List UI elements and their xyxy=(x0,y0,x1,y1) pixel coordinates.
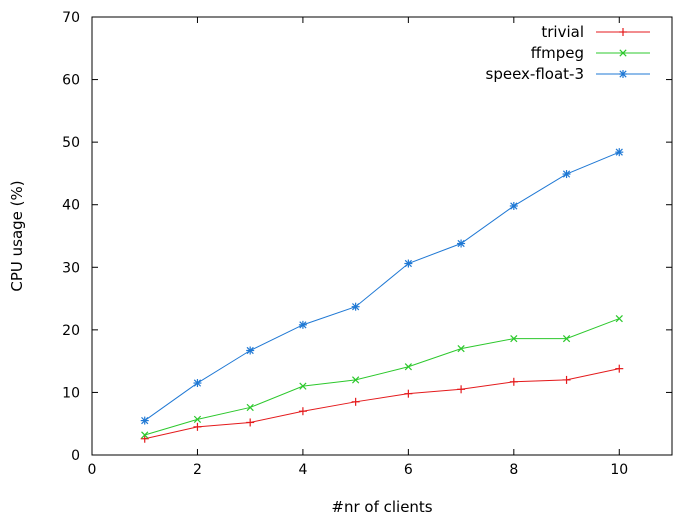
data-point xyxy=(404,259,413,268)
series-ffmpeg xyxy=(141,314,623,439)
y-tick-label: 20 xyxy=(62,323,80,339)
marker-stroke xyxy=(457,345,465,353)
data-point xyxy=(615,364,624,373)
marker-stroke xyxy=(246,403,254,412)
data-point xyxy=(351,302,360,311)
marker-stroke xyxy=(141,431,149,439)
legend-marker xyxy=(619,70,627,78)
y-tick-label: 40 xyxy=(62,198,80,214)
marker-stroke xyxy=(193,415,202,423)
data-point xyxy=(404,363,412,371)
legend-marker xyxy=(619,28,627,36)
legend-label: trivial xyxy=(541,23,584,41)
marker-stroke xyxy=(404,363,412,371)
data-point xyxy=(615,314,623,323)
x-tick-label: 2 xyxy=(193,462,202,478)
y-tick-label: 50 xyxy=(62,135,80,151)
legend: trivial ffmpeg speex-float-3 xyxy=(486,23,650,83)
series-line-trivial xyxy=(144,368,620,440)
marker-stroke xyxy=(510,202,518,210)
data-point xyxy=(299,382,307,390)
data-point xyxy=(457,239,466,248)
series-line-speex-float-3 xyxy=(144,151,620,421)
legend-label: ffmpeg xyxy=(531,44,584,62)
axis-ticks xyxy=(91,16,672,456)
plot-frame xyxy=(91,16,673,456)
legend-item-speex-float-3: speex-float-3 xyxy=(486,65,650,83)
marker-stroke xyxy=(246,346,254,355)
marker-stroke xyxy=(352,303,360,311)
y-tick-label: 60 xyxy=(62,73,80,89)
marker-stroke xyxy=(299,321,307,329)
series-speex-float-3 xyxy=(140,148,624,425)
data-point xyxy=(615,148,624,157)
data-point xyxy=(193,415,202,423)
series-layer xyxy=(140,148,624,443)
data-point xyxy=(298,407,307,416)
data-point xyxy=(246,403,254,412)
marker-stroke xyxy=(615,148,623,156)
y-tick-label: 70 xyxy=(62,10,80,26)
data-point xyxy=(140,434,149,443)
y-tick-label: 30 xyxy=(62,260,80,276)
marker-stroke xyxy=(457,239,465,248)
data-point xyxy=(510,334,518,343)
data-point xyxy=(193,422,202,431)
marker-stroke xyxy=(299,382,307,390)
x-axis-label: #nr of clients xyxy=(331,498,432,515)
marker-stroke xyxy=(619,49,627,57)
y-axis-label: CPU usage (%) xyxy=(8,180,26,291)
data-point xyxy=(352,376,360,384)
marker-stroke xyxy=(141,416,149,425)
marker-stroke xyxy=(352,376,360,384)
marker-stroke xyxy=(619,70,627,78)
marker-stroke xyxy=(562,334,571,343)
marker-stroke xyxy=(193,379,202,387)
data-point xyxy=(562,170,571,179)
data-point xyxy=(351,397,360,406)
series-trivial xyxy=(140,364,624,443)
marker-stroke xyxy=(404,259,412,268)
data-point xyxy=(562,375,571,384)
x-tick-label: 10 xyxy=(610,462,628,478)
data-point xyxy=(457,385,466,394)
data-point xyxy=(457,345,465,353)
x-tick-label: 4 xyxy=(298,462,307,478)
data-point xyxy=(509,201,518,210)
y-tick-label: 10 xyxy=(62,385,80,401)
data-point xyxy=(246,418,255,427)
data-point xyxy=(562,334,571,343)
marker-stroke xyxy=(510,334,518,343)
legend-marker xyxy=(619,49,627,57)
axis-tick-labels: 0 2 4 6 8 10 0 10 20 30 40 50 60 70 xyxy=(62,10,628,478)
legend-item-ffmpeg: ffmpeg xyxy=(531,44,650,62)
legend-label: speex-float-3 xyxy=(486,65,584,83)
marker-stroke xyxy=(562,170,571,178)
data-point xyxy=(509,377,518,386)
x-tick-label: 8 xyxy=(509,462,518,478)
y-tick-label: 0 xyxy=(71,448,80,464)
marker-stroke xyxy=(615,314,623,323)
x-tick-label: 0 xyxy=(88,462,97,478)
legend-item-trivial: trivial xyxy=(541,23,650,41)
data-point xyxy=(141,431,149,439)
x-tick-label: 6 xyxy=(404,462,413,478)
data-point xyxy=(298,320,307,329)
data-point xyxy=(193,379,202,388)
data-point xyxy=(140,416,149,425)
series-line-ffmpeg xyxy=(144,318,620,436)
data-point xyxy=(404,389,413,398)
data-point xyxy=(246,346,255,355)
